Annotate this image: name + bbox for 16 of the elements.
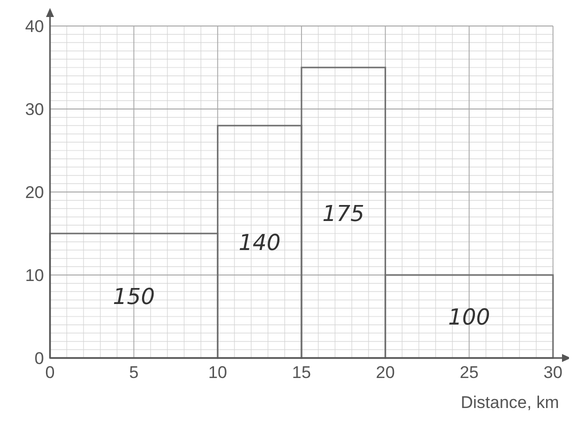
x-tick-label: 25: [460, 363, 479, 382]
y-tick-label: 30: [25, 100, 44, 119]
x-axis-title: Distance, km: [460, 393, 559, 412]
x-tick-label: 15: [292, 363, 311, 382]
y-tick-label: 20: [25, 183, 44, 202]
y-tick-label: 0: [34, 349, 44, 368]
annotation: 100: [448, 306, 490, 330]
annotation: 175: [322, 202, 364, 227]
annotation: 140: [238, 230, 281, 256]
x-tick-label: 20: [376, 363, 395, 382]
x-tick-label: 5: [129, 363, 139, 382]
y-tick-label: 40: [25, 17, 44, 36]
annotation: 150: [112, 284, 155, 310]
x-tick-label: 10: [208, 363, 228, 382]
y-tick-label: 10: [25, 266, 44, 285]
x-tick-label: 30: [544, 363, 562, 382]
